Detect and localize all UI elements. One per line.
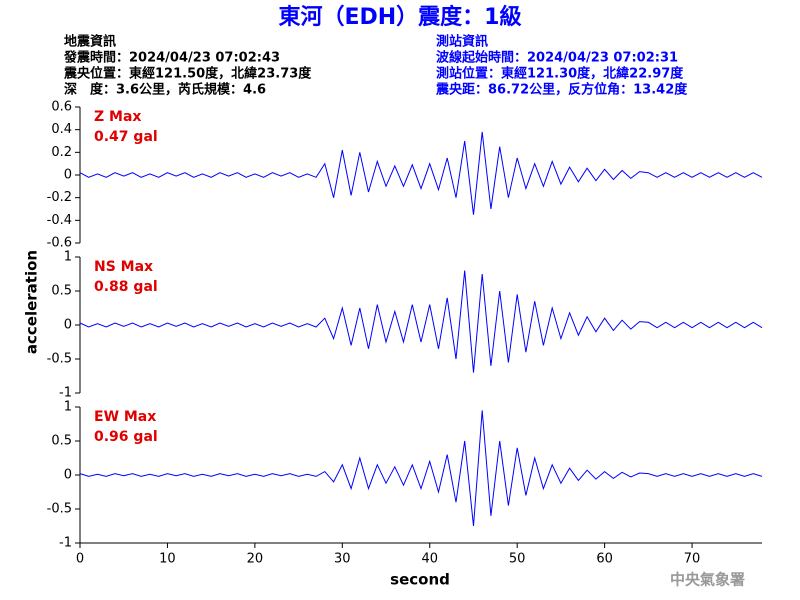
y-tick-label: -0.6 [47, 236, 72, 251]
y-tick-label: 0.2 [51, 145, 72, 160]
x-tick-label: 20 [247, 552, 264, 567]
y-tick-label: -0.4 [47, 213, 72, 228]
info-right: 波線起始時間：2024/04/23 07:02:31 [436, 50, 678, 66]
info-left: 深 度：3.6公里，芮氏規模：4.6 [64, 82, 266, 98]
x-tick-label: 50 [509, 552, 526, 567]
x-tick-label: 30 [334, 552, 351, 567]
y-tick-label: 0.5 [51, 284, 72, 299]
y-tick-label: -1 [59, 536, 72, 551]
info-left: 發震時間：2024/04/23 07:02:43 [63, 50, 280, 66]
info-left: 地震資訊 [64, 34, 116, 50]
y-tick-label: -1 [59, 386, 72, 401]
chart-title: 東河（EDH）震度：1級 [278, 4, 521, 30]
y-tick-label: 0.6 [51, 100, 72, 115]
x-tick-label: 70 [684, 552, 701, 567]
info-left: 震央位置：東經121.50度，北緯23.73度 [63, 66, 312, 82]
y-tick-label: -0.5 [47, 502, 72, 517]
trace [79, 270, 763, 373]
annotation: 0.88 gal [94, 279, 158, 295]
trace [79, 131, 763, 215]
y-tick-label: -0.5 [47, 352, 72, 367]
y-tick-label: -0.2 [47, 190, 72, 205]
y-tick-label: 0 [64, 468, 72, 483]
y-tick-label: 1 [64, 400, 72, 415]
y-tick-label: 0.5 [51, 434, 72, 449]
x-tick-label: 0 [76, 552, 84, 567]
annotation: NS Max [94, 259, 153, 275]
x-axis-label: second [390, 571, 450, 589]
x-tick-label: 60 [596, 552, 613, 567]
annotation: 0.47 gal [94, 129, 158, 145]
info-right: 測站資訊 [436, 34, 488, 50]
y-tick-label: 1 [64, 250, 72, 265]
info-right: 震央距：86.72公里，反方位角：13.42度 [435, 82, 688, 98]
credit: 中央氣象署 [670, 571, 745, 589]
info-right: 測站位置：東經121.30度，北緯22.97度 [436, 66, 684, 82]
annotation: Z Max [94, 109, 141, 125]
y-axis-label: acceleration [23, 250, 41, 354]
y-tick-label: 0.4 [51, 122, 72, 137]
trace [79, 410, 763, 527]
y-tick-label: 0 [64, 318, 72, 333]
x-tick-label: 40 [421, 552, 438, 567]
annotation: 0.96 gal [94, 429, 158, 445]
x-tick-label: 10 [159, 552, 176, 567]
y-tick-label: 0 [64, 168, 72, 183]
annotation: EW Max [94, 409, 156, 425]
